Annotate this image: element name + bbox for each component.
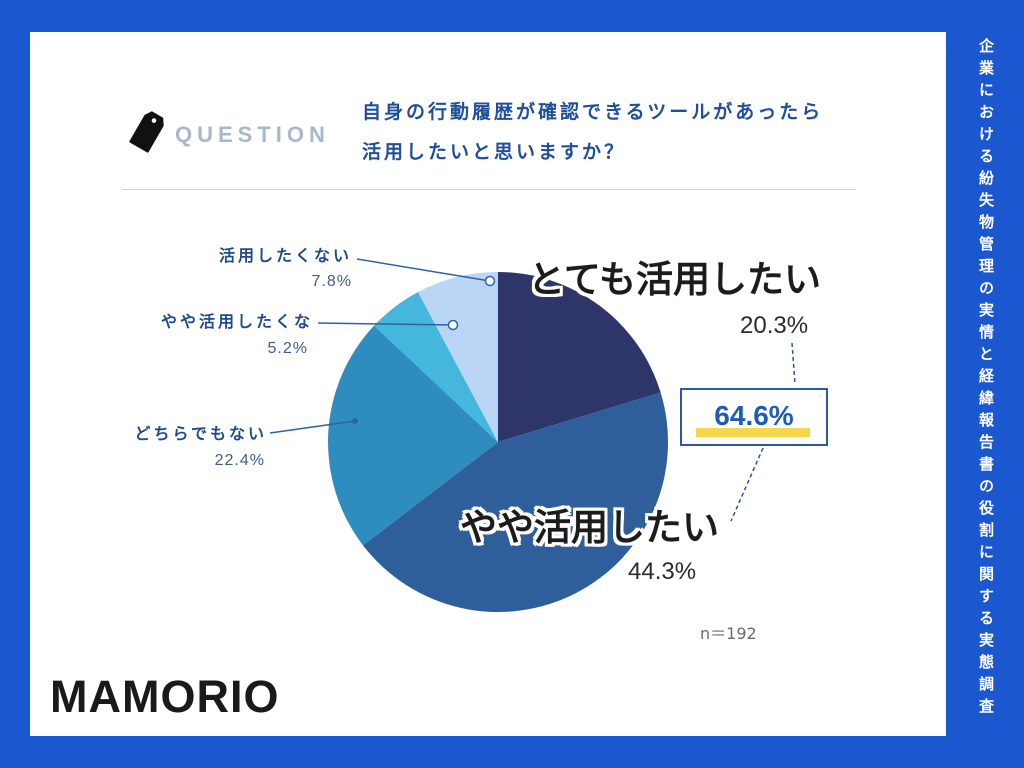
question-text-line-1: 自身の行動履歴が確認できるツールがあったら: [362, 101, 824, 123]
callout-highlight-bar: [696, 428, 810, 437]
value-not-want: 7.8%: [311, 273, 352, 290]
value-neutral: 22.4%: [214, 452, 265, 469]
question-text-line-2: 活用したいと思いますか？: [362, 141, 627, 163]
tag-icon: [129, 111, 164, 153]
brand-logo: MAMORIO: [50, 671, 280, 722]
pie-slice-somewhat-want: [363, 392, 669, 613]
leader-dot-neutral: [352, 418, 358, 424]
pie-slice-somewhat-not-want: [374, 292, 498, 442]
leader-lines: [269, 258, 796, 522]
leader-dot-not-want: [484, 275, 496, 287]
leader-line-neutral: [269, 420, 356, 434]
header-divider: [122, 189, 856, 190]
value-somewhat-not-want: 5.2%: [267, 340, 308, 357]
leader-line-somewhat-not-want: [317, 322, 454, 326]
label-not-want: 活用したくない: [218, 246, 352, 265]
dashed-connector-bottom: [730, 447, 764, 522]
label-somewhat-not-want: やや活用したくな: [160, 312, 313, 331]
pie-slice-not-want: [417, 272, 498, 442]
label-strongly-want: とても活用したい: [528, 258, 822, 301]
question-tag-label: QUESTION: [175, 122, 330, 147]
pie-slices: [328, 272, 669, 613]
pie-slice-strongly-want: [498, 272, 661, 442]
value-somewhat-want: 44.3%: [628, 558, 697, 585]
side-title: 企業における紛失物管理の実情と経緯報告書の役割に関する実態調査: [977, 38, 995, 720]
label-neutral: どちらでもない: [134, 424, 267, 443]
sample-size: n＝192: [700, 624, 757, 643]
pie-slice-neutral: [328, 325, 498, 546]
combined-callout-value: 64.6%: [714, 400, 794, 431]
label-somewhat-want: やや活用したい: [460, 506, 719, 549]
combined-callout-box: 64.6%: [680, 388, 828, 446]
leader-line-not-want: [356, 258, 491, 282]
dashed-connector-top: [791, 342, 796, 385]
value-strongly-want: 20.3%: [740, 312, 809, 339]
leader-dot-somewhat-not-want: [447, 319, 459, 331]
